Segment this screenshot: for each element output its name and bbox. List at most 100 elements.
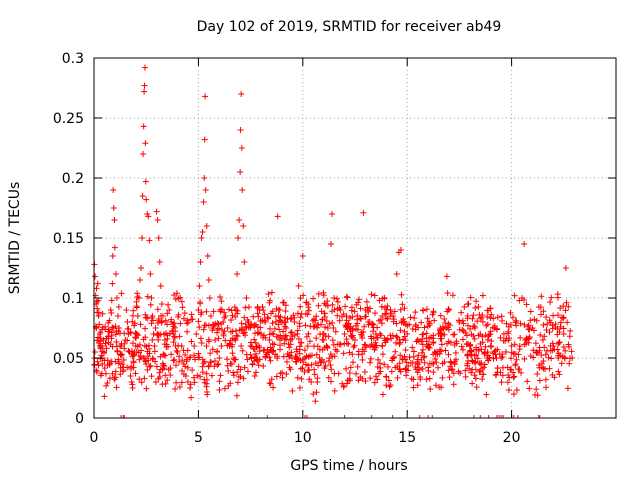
- y-tick-label: 0: [75, 411, 84, 427]
- data-point: [102, 340, 109, 347]
- data-point: [297, 314, 304, 321]
- data-point: [470, 323, 477, 330]
- data-point: [415, 352, 422, 359]
- data-point: [350, 344, 357, 351]
- data-point: [97, 329, 104, 336]
- data-point: [566, 333, 573, 340]
- data-point: [315, 302, 322, 309]
- data-point: [151, 348, 158, 355]
- data-point: [237, 127, 244, 133]
- data-point: [296, 384, 303, 391]
- data-point: [201, 376, 208, 383]
- data-point: [497, 334, 504, 341]
- data-point: [157, 366, 164, 373]
- data-point: [256, 344, 263, 351]
- data-point: [268, 376, 275, 383]
- data-point: [483, 322, 490, 329]
- data-point: [184, 356, 191, 363]
- data-point: [265, 315, 272, 322]
- data-point: [142, 325, 149, 332]
- data-point: [509, 314, 516, 321]
- data-point: [311, 366, 318, 373]
- data-point: [424, 315, 431, 322]
- data-point: [240, 375, 247, 382]
- data-point: [391, 308, 398, 315]
- data-point: [363, 344, 370, 351]
- data-point: [187, 381, 194, 388]
- data-point: [355, 299, 362, 306]
- data-point: [479, 365, 486, 372]
- data-point: [93, 368, 100, 375]
- data-point: [560, 315, 567, 322]
- data-point: [172, 385, 179, 392]
- data-point: [280, 353, 287, 360]
- data-point: [251, 323, 258, 330]
- data-point: [521, 355, 528, 362]
- data-point: [217, 293, 224, 300]
- data-point: [419, 341, 426, 348]
- data-point: [557, 323, 564, 330]
- data-point: [534, 392, 541, 399]
- data-point: [381, 337, 388, 344]
- data-point: [505, 372, 512, 379]
- data-point: [190, 374, 197, 381]
- data-point: [115, 313, 122, 319]
- data-point: [196, 283, 203, 289]
- data-point: [112, 368, 119, 375]
- data-point: [294, 331, 301, 338]
- data-point: [158, 301, 165, 307]
- data-point: [318, 359, 325, 366]
- data-point: [243, 323, 250, 330]
- data-point: [187, 385, 194, 391]
- data-point: [330, 324, 337, 331]
- data-point: [111, 244, 118, 251]
- data-point: [294, 374, 301, 381]
- data-point: [184, 364, 191, 371]
- data-point: [117, 371, 124, 378]
- data-point: [530, 354, 537, 361]
- data-point: [136, 341, 143, 348]
- data-point: [203, 308, 210, 315]
- data-point: [267, 380, 274, 387]
- data-point: [96, 321, 103, 328]
- data-point: [292, 358, 299, 365]
- data-point: [334, 305, 341, 312]
- data-point: [299, 253, 306, 259]
- data-point: [99, 310, 106, 317]
- data-point: [281, 340, 288, 347]
- data-point: [172, 296, 179, 303]
- data-point: [119, 361, 126, 367]
- data-point: [211, 358, 218, 365]
- data-point: [438, 335, 445, 342]
- data-point: [354, 312, 361, 319]
- data-point: [216, 378, 223, 385]
- data-point: [161, 341, 168, 348]
- data-point: [140, 354, 147, 361]
- data-point: [103, 382, 110, 389]
- data-point: [353, 370, 360, 377]
- data-point: [124, 337, 131, 344]
- data-point: [281, 323, 288, 330]
- data-point: [209, 346, 216, 353]
- data-point: [507, 366, 514, 373]
- data-point: [525, 322, 532, 329]
- data-point: [141, 82, 148, 89]
- data-point: [402, 337, 409, 344]
- data-point: [284, 350, 291, 357]
- data-point: [204, 391, 211, 398]
- data-point: [172, 362, 179, 369]
- data-point: [273, 305, 280, 312]
- data-point: [432, 349, 439, 356]
- data-point: [265, 290, 272, 297]
- data-point: [136, 356, 143, 363]
- data-point: [184, 328, 191, 335]
- data-point: [437, 312, 444, 319]
- data-point: [490, 355, 497, 362]
- data-point: [254, 330, 261, 337]
- data-point: [267, 344, 274, 351]
- data-point: [129, 353, 136, 360]
- data-point: [417, 376, 424, 383]
- data-point: [568, 348, 575, 355]
- data-point: [144, 293, 151, 300]
- data-point: [312, 360, 319, 367]
